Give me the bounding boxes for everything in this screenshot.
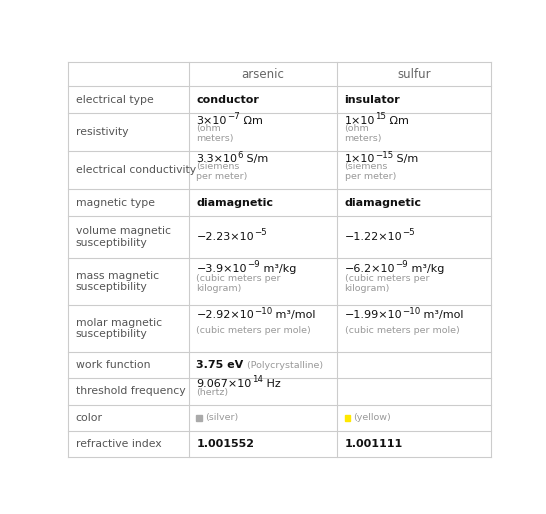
Text: (yellow): (yellow) [353, 413, 391, 423]
Text: electrical type: electrical type [76, 95, 153, 104]
Text: −7: −7 [227, 113, 240, 121]
Text: (Polycrystalline): (Polycrystalline) [244, 361, 323, 370]
Text: 14: 14 [252, 375, 263, 384]
Text: sulfur: sulfur [397, 67, 431, 81]
Text: 6: 6 [238, 151, 243, 160]
Text: m³/kg: m³/kg [408, 264, 444, 273]
Text: 3×10: 3×10 [197, 116, 227, 126]
Text: (siemens
per meter): (siemens per meter) [345, 162, 396, 181]
Text: −5: −5 [254, 228, 267, 237]
Text: 1.001111: 1.001111 [345, 439, 403, 449]
Text: −1.99×10: −1.99×10 [345, 310, 402, 320]
Text: (cubic meters per mole): (cubic meters per mole) [197, 326, 311, 335]
Text: 3.3×10: 3.3×10 [197, 155, 238, 164]
Text: −3.9×10: −3.9×10 [197, 264, 247, 273]
Text: 1×10: 1×10 [345, 155, 375, 164]
Text: −1.22×10: −1.22×10 [345, 232, 402, 242]
Text: diamagnetic: diamagnetic [345, 197, 422, 208]
Text: arsenic: arsenic [241, 67, 284, 81]
Bar [345, 415, 350, 420]
Text: −10: −10 [402, 307, 420, 316]
Text: −2.23×10: −2.23×10 [197, 232, 254, 242]
Bar [197, 415, 202, 420]
Text: molar magnetic
susceptibility: molar magnetic susceptibility [76, 318, 162, 339]
Text: color: color [76, 413, 103, 423]
Text: (siemens
per meter): (siemens per meter) [197, 162, 248, 181]
Text: Hz: Hz [263, 379, 281, 389]
Text: 9.067×10: 9.067×10 [197, 379, 252, 389]
Text: S/m: S/m [243, 155, 268, 164]
Text: electrical conductivity: electrical conductivity [76, 165, 196, 175]
Text: 15: 15 [375, 113, 386, 121]
Text: −2.92×10: −2.92×10 [197, 310, 254, 320]
Text: −6.2×10: −6.2×10 [345, 264, 395, 273]
Text: magnetic type: magnetic type [76, 197, 155, 208]
Text: m³/kg: m³/kg [259, 264, 296, 273]
Text: −5: −5 [402, 228, 415, 237]
Text: m³/mol: m³/mol [420, 310, 464, 320]
Text: diamagnetic: diamagnetic [197, 197, 274, 208]
Text: 3.75 eV: 3.75 eV [197, 360, 244, 370]
Text: −9: −9 [395, 260, 408, 269]
Text: 1.001552: 1.001552 [197, 439, 254, 449]
Text: threshold frequency: threshold frequency [76, 387, 186, 396]
Text: m³/mol: m³/mol [272, 310, 316, 320]
Text: (silver): (silver) [205, 413, 239, 423]
Text: −15: −15 [375, 151, 393, 160]
Text: insulator: insulator [345, 95, 400, 104]
Text: volume magnetic
susceptibility: volume magnetic susceptibility [76, 226, 171, 248]
Text: (ohm
meters): (ohm meters) [345, 124, 382, 143]
Text: conductor: conductor [197, 95, 259, 104]
Text: mass magnetic
susceptibility: mass magnetic susceptibility [76, 271, 159, 292]
Text: (cubic meters per
kilogram): (cubic meters per kilogram) [345, 274, 429, 293]
Text: refractive index: refractive index [76, 439, 162, 449]
Text: resistivity: resistivity [76, 127, 128, 137]
Text: −9: −9 [247, 260, 259, 269]
Text: work function: work function [76, 360, 150, 370]
Text: (hertz): (hertz) [197, 388, 229, 397]
Text: (ohm
meters): (ohm meters) [197, 124, 234, 143]
Text: (cubic meters per mole): (cubic meters per mole) [345, 326, 459, 335]
Text: S/m: S/m [393, 155, 418, 164]
Text: 1×10: 1×10 [345, 116, 375, 126]
Text: Ωm: Ωm [386, 116, 409, 126]
Text: (cubic meters per
kilogram): (cubic meters per kilogram) [197, 274, 281, 293]
Text: Ωm: Ωm [240, 116, 263, 126]
Text: −10: −10 [254, 307, 272, 316]
